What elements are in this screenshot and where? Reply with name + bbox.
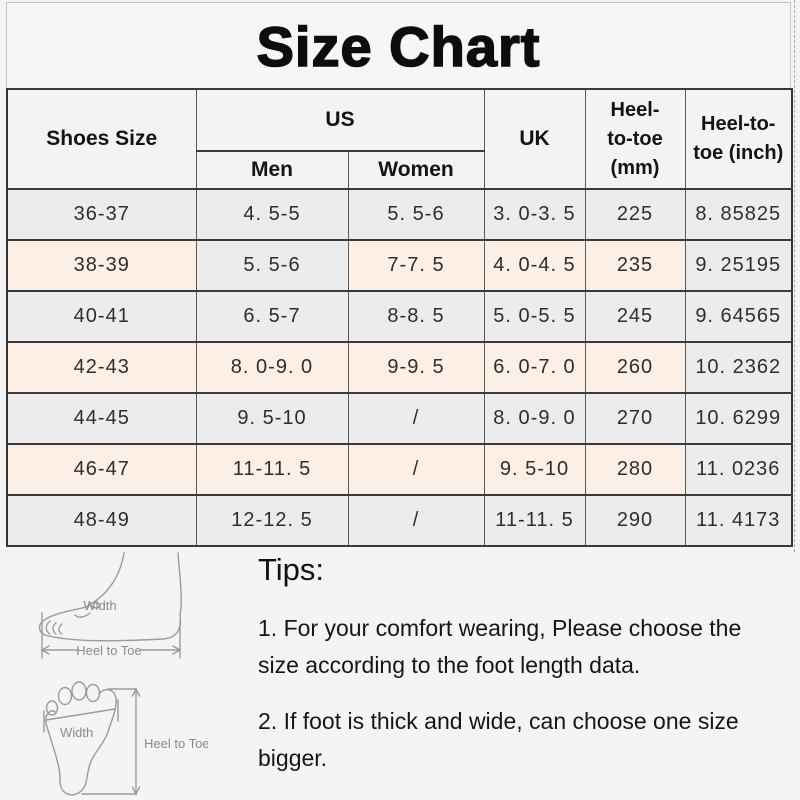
table-cell: 5. 5-6 bbox=[347, 188, 485, 241]
toe-line bbox=[58, 623, 63, 635]
table-cell: 12-12. 5 bbox=[195, 494, 349, 547]
foot-top-line bbox=[38, 606, 87, 636]
header-heel-to-toe-inch: Heel-to- toe (inch) bbox=[684, 88, 793, 190]
foot-sole-line bbox=[44, 614, 182, 642]
table-cell: 11-11. 5 bbox=[483, 494, 586, 547]
header-us-women: Women bbox=[347, 150, 485, 190]
table-cell: 290 bbox=[584, 494, 686, 547]
table-row: 38-39 5. 5-6 7-7. 5 4. 0-4. 5 235 9. 25195 bbox=[6, 239, 793, 292]
arrowhead-left bbox=[40, 645, 50, 655]
table-cell: 280 bbox=[584, 443, 686, 496]
arrowhead-right bbox=[172, 645, 182, 655]
table-row: 40-41 6. 5-7 8-8. 5 5. 0-5. 5 245 9. 64565 bbox=[6, 290, 793, 343]
footprint-length-label: Heel to Toe bbox=[144, 736, 208, 751]
table-cell: 3. 0-3. 5 bbox=[483, 188, 586, 241]
table-cell: 11-11. 5 bbox=[195, 443, 349, 496]
table-cell: 36-37 bbox=[6, 188, 197, 241]
table-cell: 4. 5-5 bbox=[195, 188, 349, 241]
table-cell: / bbox=[347, 494, 485, 547]
table-cell: 46-47 bbox=[6, 443, 197, 496]
arrowhead-up bbox=[131, 687, 141, 697]
table-cell: 270 bbox=[584, 392, 686, 445]
table-cell: 9. 25195 bbox=[684, 239, 793, 292]
table-row: 42-43 8. 0-9. 0 9-9. 5 6. 0-7. 0 260 10. 2362 bbox=[6, 341, 793, 394]
table-cell: 10. 6299 bbox=[684, 392, 793, 445]
table-cell: 38-39 bbox=[6, 239, 197, 292]
side-foot-diagram: Width Heel to Toe bbox=[38, 552, 182, 659]
tips-section: Tips: 1. For your comfort wearing, Pleas… bbox=[258, 552, 788, 796]
table-cell: / bbox=[347, 443, 485, 496]
toe-outline bbox=[45, 700, 59, 716]
table-cell: 8. 0-9. 0 bbox=[195, 341, 349, 394]
footprint-diagram: Width Heel to Toe bbox=[43, 681, 208, 796]
table-cell: 40-41 bbox=[6, 290, 197, 343]
toe-outline bbox=[57, 686, 73, 706]
table-cell: 8-8. 5 bbox=[347, 290, 485, 343]
table-row: 46-47 11-11. 5/9. 5-10 280 11. 0236 bbox=[6, 443, 793, 496]
table-cell: 8. 0-9. 0 bbox=[483, 392, 586, 445]
table-cell: 9. 64565 bbox=[684, 290, 793, 343]
foot-calf-line bbox=[177, 552, 182, 616]
size-table-header: Shoes Size US UK Heel- to-toe (mm) Heel-… bbox=[6, 88, 793, 190]
table-row: 44-45 9. 5-10/8. 0-9. 0 270 10. 6299 bbox=[6, 392, 793, 445]
side-foot-width-label: Width bbox=[83, 598, 116, 613]
header-uk: UK bbox=[483, 88, 586, 190]
toe-line bbox=[45, 620, 51, 635]
page-title: Size Chart bbox=[256, 14, 541, 79]
table-cell: 260 bbox=[584, 341, 686, 394]
table-cell: / bbox=[347, 392, 485, 445]
title-band: Size Chart bbox=[6, 2, 791, 89]
table-cell: 9. 5-10 bbox=[483, 443, 586, 496]
footprint-outline bbox=[45, 689, 117, 796]
table-cell: 5. 0-5. 5 bbox=[483, 290, 586, 343]
width-line bbox=[45, 708, 116, 721]
table-cell: 9-9. 5 bbox=[347, 341, 485, 394]
table-row: 36-37 4. 5-5 5. 5-6 3. 0-3. 5 225 8. 85825 bbox=[6, 188, 793, 241]
size-table-body: 36-37 4. 5-5 5. 5-6 3. 0-3. 5 225 8. 85825 38-… bbox=[6, 188, 793, 547]
header-heel-to-toe-mm: Heel- to-toe (mm) bbox=[584, 88, 686, 190]
tip-item-2: 2. If foot is thick and wide, can choose… bbox=[258, 708, 739, 771]
table-cell: 245 bbox=[584, 290, 686, 343]
grid-dashed-line bbox=[794, 0, 795, 552]
table-cell: 44-45 bbox=[6, 392, 197, 445]
table-cell: 5. 5-6 bbox=[195, 239, 349, 292]
table-cell: 235 bbox=[584, 239, 686, 292]
footprint-width-label: Width bbox=[60, 725, 93, 740]
table-row: 48-49 12-12. 5/11-11. 5 290 11. 4173 bbox=[6, 494, 793, 547]
arrowhead-down bbox=[131, 786, 141, 796]
width-pointer-line bbox=[74, 612, 91, 618]
table-cell: 225 bbox=[584, 188, 686, 241]
table-cell: 10. 2362 bbox=[684, 341, 793, 394]
toe-line bbox=[52, 622, 57, 635]
table-cell: 6. 0-7. 0 bbox=[483, 341, 586, 394]
header-shoes-size: Shoes Size bbox=[6, 88, 197, 190]
table-cell: 7-7. 5 bbox=[347, 239, 485, 292]
tip-item-1: 1. For your comfort wearing, Please choo… bbox=[258, 615, 742, 678]
foot-bump-line bbox=[87, 601, 101, 609]
table-cell: 4. 0-4. 5 bbox=[483, 239, 586, 292]
tips-heading: Tips: bbox=[258, 552, 325, 587]
header-us-men: Men bbox=[195, 150, 349, 190]
table-cell: 11. 0236 bbox=[684, 443, 793, 496]
side-foot-length-label: Heel to Toe bbox=[76, 643, 142, 658]
toe-outline bbox=[85, 683, 101, 703]
header-us: US bbox=[195, 88, 485, 152]
table-cell: 11. 4173 bbox=[684, 494, 793, 547]
toe-outline bbox=[71, 681, 87, 701]
size-table: Shoes Size US UK Heel- to-toe (mm) Heel-… bbox=[6, 88, 793, 547]
table-cell: 48-49 bbox=[6, 494, 197, 547]
table-cell: 42-43 bbox=[6, 341, 197, 394]
table-cell: 8. 85825 bbox=[684, 188, 793, 241]
table-cell: 6. 5-7 bbox=[195, 290, 349, 343]
table-cell: 9. 5-10 bbox=[195, 392, 349, 445]
